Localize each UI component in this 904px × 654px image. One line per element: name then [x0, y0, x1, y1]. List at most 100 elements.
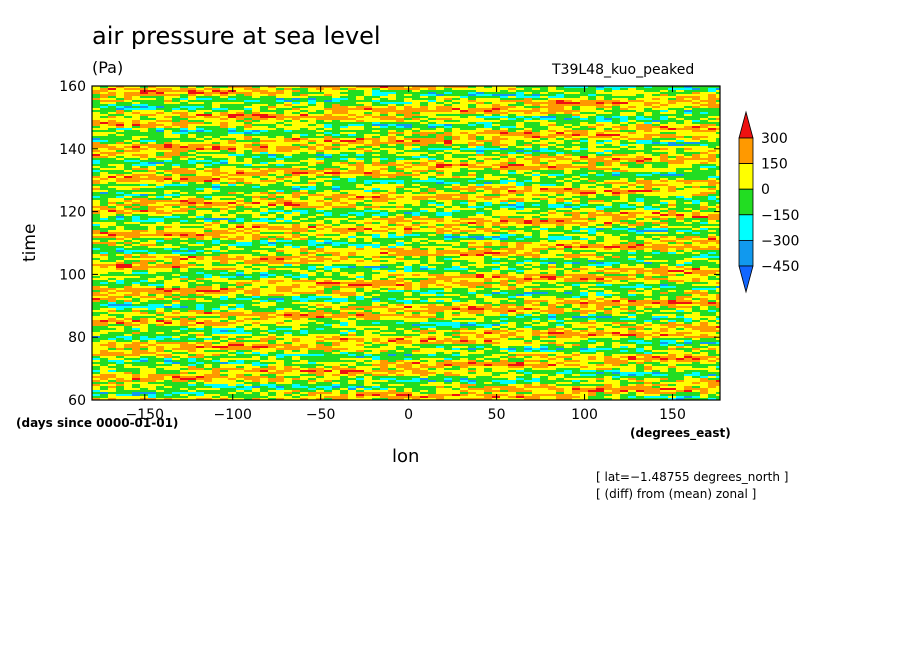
field-cell [612, 98, 620, 100]
field-cell [292, 158, 300, 160]
field-cell [316, 126, 324, 128]
field-cell [564, 102, 572, 104]
field-cell [508, 162, 516, 164]
field-cell [452, 120, 460, 122]
field-cell [428, 94, 436, 96]
field-cell [612, 112, 620, 114]
field-cell [180, 202, 188, 204]
field-cell [628, 148, 636, 150]
field-cell [660, 96, 668, 98]
field-cell [484, 186, 492, 188]
field-cell [188, 182, 196, 184]
field-cell [196, 94, 204, 96]
field-cell [524, 116, 532, 118]
field-cell [156, 94, 164, 96]
field-cell [396, 170, 404, 172]
field-cell [356, 198, 364, 200]
field-cell [252, 92, 260, 94]
field-cell [540, 96, 548, 98]
field-cell [588, 160, 596, 162]
field-cell [140, 206, 148, 208]
field-cell [244, 124, 252, 126]
field-cell [316, 186, 324, 188]
field-cell [412, 138, 420, 140]
field-cell [244, 102, 252, 104]
field-cell [652, 140, 660, 142]
field-cell [164, 114, 172, 116]
field-cell [172, 102, 180, 104]
field-cell [276, 134, 284, 136]
field-cell [572, 200, 580, 202]
field-cell [92, 112, 100, 114]
field-cell [668, 154, 676, 156]
field-cell [204, 172, 212, 174]
field-cell [412, 162, 420, 164]
field-cell [252, 166, 260, 168]
field-cell [124, 136, 132, 138]
field-cell [396, 210, 404, 212]
field-cell [484, 124, 492, 126]
field-cell [220, 200, 228, 202]
field-cell [116, 138, 124, 140]
field-cell [556, 146, 564, 148]
field-cell [492, 158, 500, 160]
field-cell [452, 210, 460, 212]
field-cell [204, 180, 212, 182]
field-cell [612, 182, 620, 184]
field-cell [284, 176, 292, 178]
field-cell [116, 106, 124, 108]
field-cell [524, 176, 532, 178]
field-cell [532, 144, 540, 146]
field-cell [92, 150, 100, 152]
field-cell [204, 158, 212, 160]
field-cell [628, 96, 636, 98]
field-cell [180, 90, 188, 92]
field-cell [196, 96, 204, 98]
field-cell [524, 202, 532, 204]
field-cell [204, 198, 212, 200]
field-cell [508, 200, 516, 202]
field-cell [540, 208, 548, 210]
field-cell [380, 204, 388, 206]
field-cell [260, 96, 268, 98]
field-cell [692, 172, 700, 174]
field-cell [404, 104, 412, 106]
field-cell [684, 180, 692, 182]
field-cell [116, 144, 124, 146]
field-cell [500, 156, 508, 158]
field-cell [92, 134, 100, 136]
field-cell [500, 152, 508, 154]
field-cell [236, 158, 244, 160]
chart-units: (Pa) [92, 58, 124, 77]
field-cell [164, 154, 172, 156]
field-cell [604, 92, 612, 94]
field-cell [116, 212, 124, 214]
field-cell [396, 182, 404, 184]
field-cell [180, 114, 188, 116]
field-cell [108, 180, 116, 182]
field-cell [676, 210, 684, 212]
field-cell [148, 196, 156, 198]
field-cell [364, 194, 372, 196]
field-cell [172, 100, 180, 102]
field-cell [236, 192, 244, 194]
field-cell [156, 204, 164, 206]
field-cell [156, 90, 164, 92]
field-cell [596, 148, 604, 150]
field-cell [364, 110, 372, 112]
field-cell [596, 174, 604, 176]
field-cell [516, 174, 524, 176]
field-cell [588, 180, 596, 182]
field-cell [132, 112, 140, 114]
field-cell [340, 136, 348, 138]
field-cell [508, 122, 516, 124]
field-cell [588, 130, 596, 132]
field-cell [684, 160, 692, 162]
field-cell [332, 174, 340, 176]
field-cell [172, 156, 180, 158]
field-cell [124, 188, 132, 190]
field-cell [636, 112, 644, 114]
field-cell [516, 102, 524, 104]
field-cell [180, 108, 188, 110]
field-cell [252, 136, 260, 138]
